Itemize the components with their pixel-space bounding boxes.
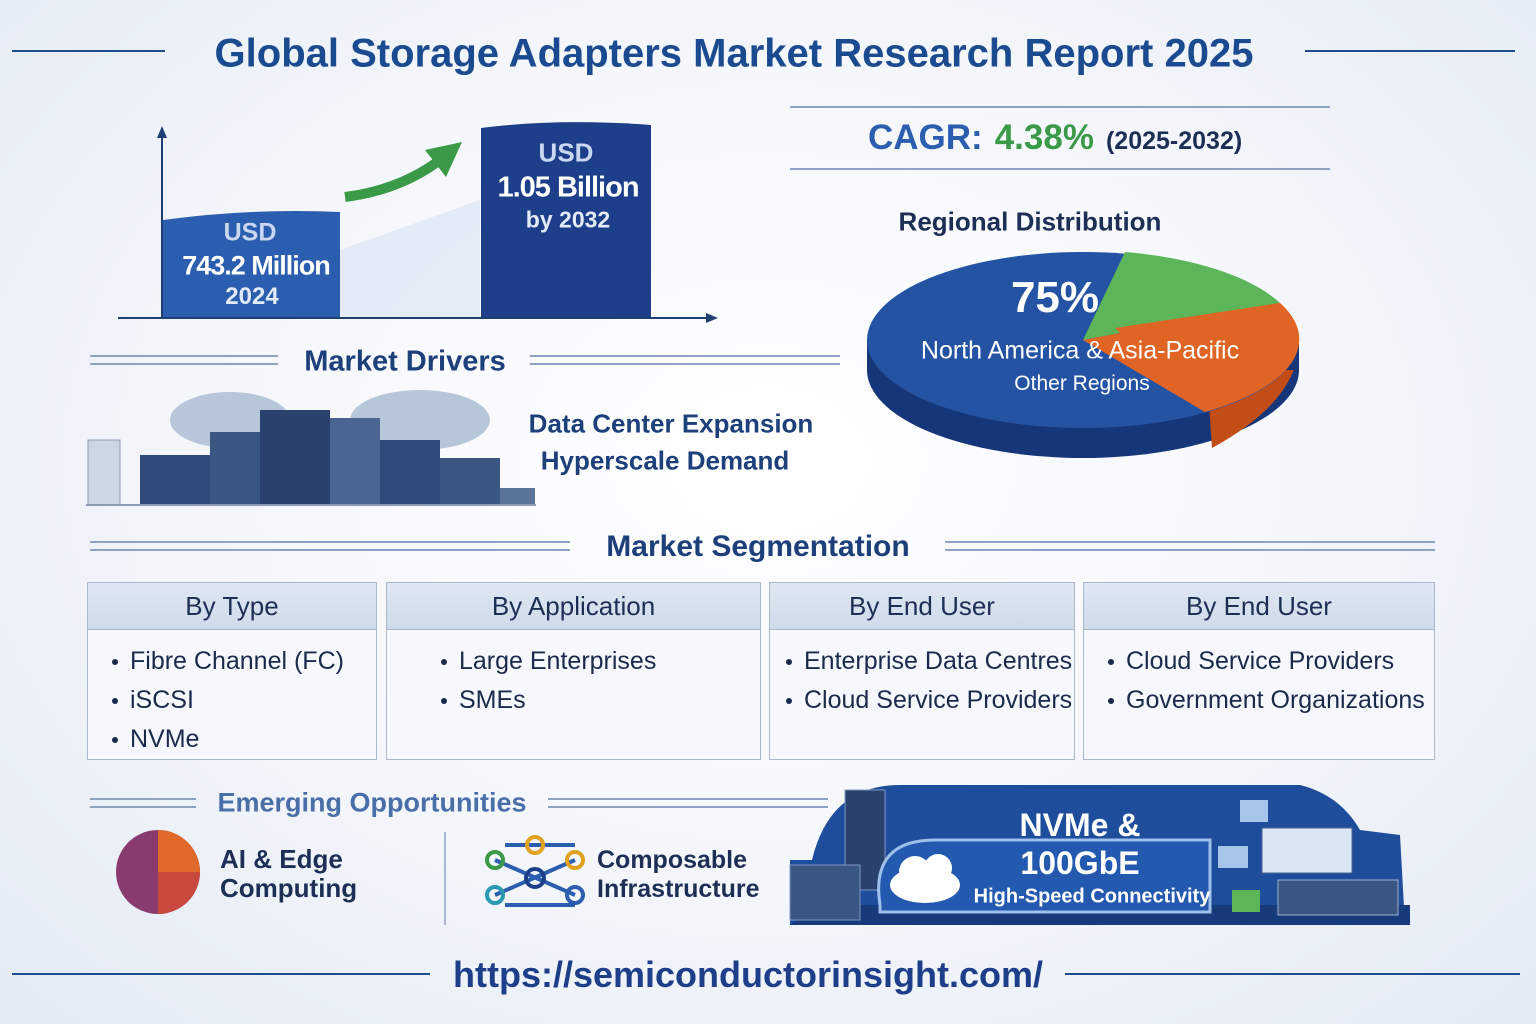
segment-item-text: Cloud Service Providers	[804, 686, 1073, 714]
segment-item-text: iSCSI	[130, 686, 194, 714]
opportunities-rule	[90, 798, 196, 808]
segmentation-title: Market Segmentation	[606, 530, 910, 563]
bullet	[112, 736, 118, 743]
ai-icon	[116, 830, 200, 914]
bar-shadow	[340, 200, 480, 317]
segment-item-text: Government Organizations	[1126, 686, 1425, 714]
market-value: 743.2 Million	[182, 250, 331, 281]
bullet	[441, 658, 447, 665]
market-currency: USD	[538, 137, 594, 168]
segment-heading: By Application	[387, 583, 760, 630]
segment-item: Cloud Service Providers	[1108, 642, 1434, 681]
opportunities-rule	[548, 798, 828, 808]
axis-arrow	[706, 313, 718, 323]
cagr: CAGR: 4.38% (2025-2032)	[868, 118, 1242, 158]
segment-item: Cloud Service Providers	[786, 681, 1074, 720]
title-rule	[1305, 50, 1515, 52]
driver-item: Hyperscale Demand	[540, 445, 790, 476]
cagr-rule	[790, 106, 1330, 108]
segment-heading: By End User	[770, 583, 1074, 630]
footer-rule	[12, 973, 430, 975]
drivers-rule	[90, 355, 278, 365]
drivers-title: Market Drivers	[304, 345, 506, 378]
cagr-value: 4.38%	[994, 118, 1094, 157]
drivers-rule	[530, 355, 840, 365]
growth-arrow-head	[425, 142, 462, 177]
connectivity-banner	[789, 785, 1410, 925]
regional-title: Regional Distribution	[898, 206, 1162, 237]
bar-2032	[481, 122, 651, 317]
growth-arrow	[344, 155, 443, 202]
segment-item-text: Fibre Channel (FC)	[130, 647, 344, 675]
market-year: by 2032	[525, 206, 611, 233]
market-value: 1.05 Billion	[497, 171, 639, 204]
bullet	[786, 697, 792, 704]
bullet	[112, 658, 118, 665]
connectivity-title: NVMe & 100GbE	[1019, 807, 1141, 881]
segment-item: Fibre Channel (FC)	[112, 642, 376, 681]
segment-list: Enterprise Data Centres Cloud Service Pro…	[770, 630, 1074, 720]
segment-column: By Application Large Enterprises SMEs	[386, 582, 761, 760]
segment-item: iSCSI	[112, 681, 376, 720]
cagr-period: (2025-2032)	[1105, 127, 1243, 155]
segment-item-text: Cloud Service Providers	[1126, 647, 1395, 675]
segmentation-rule	[945, 541, 1435, 551]
segment-column: By End User Enterprise Data Centres Cloud …	[769, 582, 1075, 760]
opportunities-title: Emerging Opportunities	[217, 787, 527, 818]
bullet	[786, 658, 792, 665]
segment-column: By End User Cloud Service Providers Govern…	[1083, 582, 1435, 760]
segment-list: Fibre Channel (FC) iSCSI NVMe	[88, 630, 376, 759]
bullet	[441, 697, 447, 704]
segment-item: NVMe	[112, 720, 376, 759]
axis-arrow	[157, 126, 167, 138]
segment-column: By Type Fibre Channel (FC) iSCSI NVMe	[87, 582, 377, 760]
segment-list: Large Enterprises SMEs	[387, 630, 760, 720]
connectivity-subtitle: High-Speed Connectivity	[973, 885, 1211, 908]
segment-item-text: NVMe	[130, 725, 200, 753]
bullet	[1108, 658, 1114, 665]
segment-item: Enterprise Data Centres	[786, 642, 1074, 681]
segment-list: Cloud Service Providers Government Organi…	[1084, 630, 1434, 720]
cagr-rule	[790, 168, 1330, 170]
opportunity-item: AI & Edge Computing	[220, 844, 358, 903]
regional-primary: North America & Asia-Pacific	[920, 336, 1240, 365]
page-title: Global Storage Adapters Market Research …	[214, 31, 1254, 76]
driver-item: Data Center Expansion	[528, 408, 814, 439]
segment-item: Government Organizations	[1108, 681, 1434, 720]
cagr-label: CAGR:	[868, 118, 983, 157]
bullet	[1108, 697, 1114, 704]
bullet	[112, 697, 118, 704]
regional-secondary: Other Regions	[1014, 372, 1150, 395]
pie-green	[1083, 252, 1280, 340]
segment-item: SMEs	[441, 681, 760, 720]
segment-item-text: SMEs	[459, 686, 526, 714]
datacenter-illustration	[86, 390, 536, 506]
market-year: 2024	[225, 283, 279, 310]
opportunity-item: Composable Infrastructure	[597, 846, 760, 903]
network-icon	[485, 835, 585, 907]
regional-percent: 75%	[1010, 273, 1100, 322]
segment-item: Large Enterprises	[441, 642, 760, 681]
segment-heading: By End User	[1084, 583, 1434, 630]
segmentation-rule	[90, 541, 570, 551]
market-currency: USD	[223, 218, 277, 247]
pie-orange	[1115, 303, 1300, 412]
bar-2024	[163, 211, 340, 317]
segment-item-text: Enterprise Data Centres	[804, 647, 1073, 675]
segment-item-text: Large Enterprises	[459, 647, 657, 675]
footer-url: https://semiconductorinsight.com/	[452, 954, 1044, 995]
title-rule	[12, 50, 165, 52]
segment-heading: By Type	[88, 583, 376, 630]
footer-rule	[1065, 973, 1520, 975]
